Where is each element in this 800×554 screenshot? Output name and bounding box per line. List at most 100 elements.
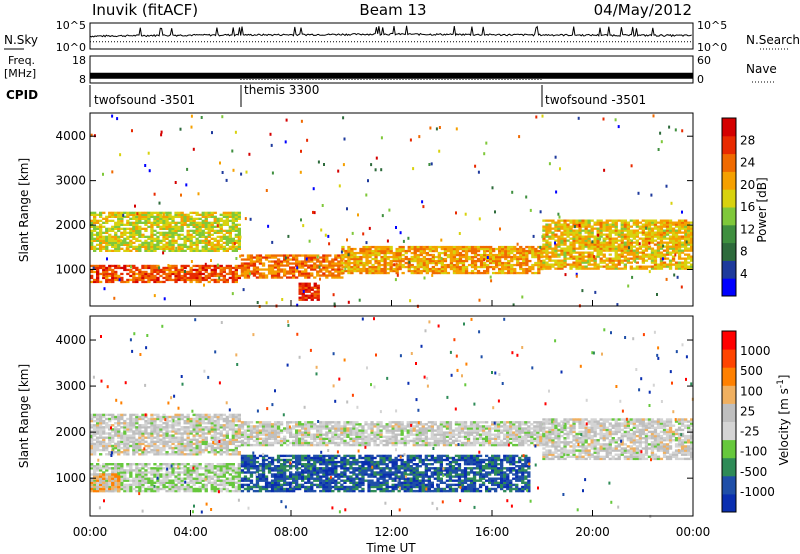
velocity-cell-5	[90, 442, 94, 446]
power-cell-636	[150, 231, 154, 234]
power-cell-2774	[641, 251, 645, 254]
power-cell-2015	[510, 257, 514, 261]
velocity-cell-1118	[180, 481, 184, 484]
power-cell-1040	[231, 247, 235, 250]
velocity-cell-744	[231, 426, 235, 429]
power-cell-2332	[572, 233, 576, 236]
velocity-cell-1096	[174, 483, 178, 487]
power-cell-473	[117, 221, 121, 224]
power-cell-3040	[680, 231, 685, 234]
power-cell-2991	[674, 249, 679, 252]
velocity-cell-192	[126, 440, 130, 443]
power-cell-280	[216, 278, 220, 282]
power-cell-1898	[479, 263, 484, 267]
velocity-cell-147	[117, 430, 121, 433]
power-cell-2885	[656, 221, 661, 224]
power-cell-1134	[255, 276, 260, 279]
power-cell-497	[123, 239, 127, 242]
velocity-cell-817	[96, 463, 100, 466]
power-cell-1747	[437, 255, 441, 259]
velocity-cell-845	[105, 469, 109, 472]
velocity-cell-1027	[156, 487, 160, 491]
power-cell-2158	[545, 239, 549, 242]
nsky-series-line	[89, 25, 692, 38]
power-cell-332	[90, 243, 94, 246]
power-cell-1169	[267, 264, 272, 267]
power-cell-1255	[295, 254, 299, 257]
power-cell-3392	[521, 295, 524, 299]
power-cell-2734	[632, 219, 636, 222]
velocity-cell-1197	[201, 477, 205, 480]
power-cell-2910	[662, 265, 667, 268]
power-cell-3067	[684, 221, 688, 224]
power-cell-990	[219, 223, 223, 226]
power-cell-2058	[522, 257, 526, 261]
power-cell-2777	[641, 243, 645, 246]
power-cell-1668	[416, 257, 420, 261]
velocity-cell-1129	[183, 473, 187, 476]
power-cell-2720	[632, 257, 636, 260]
velocity-cell-1452	[264, 467, 269, 470]
power-cell-2401	[581, 221, 585, 224]
power-cell-1515	[374, 261, 378, 265]
velocity-cell-155	[120, 451, 124, 454]
velocity-cell-619	[207, 422, 211, 425]
velocity-cell-1196	[201, 479, 205, 482]
power-cell-2625	[617, 255, 621, 258]
power-cell-203	[183, 278, 187, 282]
power-cell-1396	[341, 253, 345, 257]
power-cell-2275	[563, 231, 567, 234]
power-cell-1793	[449, 245, 454, 249]
power-cell-845	[192, 247, 196, 250]
power-cell-2884	[656, 225, 661, 228]
power-cell-878	[198, 233, 202, 236]
velocity-cell-858	[108, 463, 112, 466]
power-cell-3359	[162, 213, 165, 217]
power-cell-312	[231, 276, 235, 280]
velocity-cell-972	[138, 463, 142, 466]
power-cell-1097	[243, 276, 248, 279]
power-cell-1504	[371, 265, 375, 269]
power-cell-709	[165, 241, 169, 244]
power-cell-1850	[464, 255, 469, 259]
power-cell-2974	[671, 245, 676, 248]
power-cell-18	[96, 266, 100, 270]
velocity-cell-233	[132, 413, 136, 417]
power-cell-2184	[548, 223, 552, 226]
power-cell-1272	[304, 276, 308, 279]
power-cell-1710	[428, 269, 432, 273]
power-cell-894	[201, 231, 205, 234]
velocity-cell-357	[156, 415, 160, 419]
power-cell-1846	[464, 267, 469, 271]
power-cell-2609	[614, 241, 618, 244]
power-cell-65	[117, 264, 121, 268]
velocity-cell-1292	[228, 483, 232, 487]
power-cell-2301	[569, 257, 573, 260]
power-cell-581	[138, 219, 142, 222]
velocity-cell-389	[162, 413, 166, 417]
power-cell-918	[204, 215, 208, 218]
velocity-cell-535	[192, 436, 196, 439]
velocity-cell-195	[126, 434, 130, 437]
velocity-cell-100	[108, 438, 112, 441]
velocity-cell-1222	[210, 489, 214, 493]
velocity-cell-1135	[186, 489, 190, 493]
power-cell-896	[201, 225, 205, 228]
velocity-cell-180	[123, 428, 127, 431]
power-cell-986	[219, 231, 223, 234]
velocity-cell-457	[177, 436, 181, 439]
power-cell-1175	[270, 272, 275, 275]
velocity-cell-1026	[156, 489, 160, 493]
power-cell-600	[144, 243, 148, 246]
velocity-cell-992	[144, 471, 148, 474]
power-cell-54	[114, 278, 118, 282]
velocity-cell-1414	[255, 465, 260, 468]
power-cell-351	[93, 233, 97, 236]
power-cell-2497	[596, 227, 600, 230]
velocity-cell-418	[171, 453, 175, 456]
power-cell-2661	[623, 263, 627, 266]
velocity-cell-1029	[156, 481, 160, 484]
power-cell-186	[174, 268, 178, 272]
power-cell-72	[123, 268, 127, 272]
velocity-cell-456	[177, 438, 181, 441]
